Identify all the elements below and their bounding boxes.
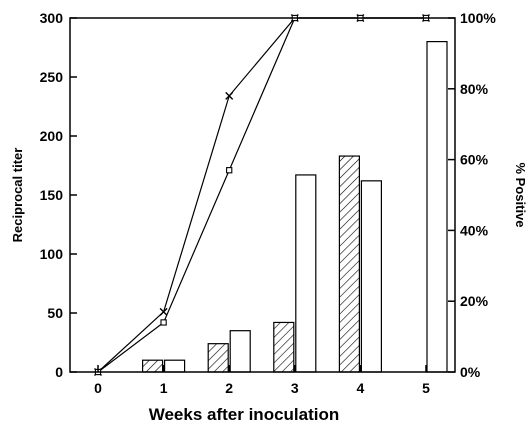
- y-axis-left-title: Reciprocal titer: [10, 148, 25, 243]
- bars-group: [142, 40, 448, 373]
- y-left-tick-label-150: 150: [40, 187, 64, 203]
- x-tick-label-4: 4: [357, 380, 365, 396]
- plot-frame: [69, 17, 456, 373]
- bar-open-week-5: [426, 40, 448, 373]
- y-right-tick-label-0: 0%: [460, 364, 481, 380]
- x-tick-label-3: 3: [291, 380, 299, 396]
- bar-open-week-2: [229, 330, 251, 373]
- bar-open-week-4: [360, 180, 382, 373]
- y-right-tick-label-20: 20%: [460, 293, 489, 309]
- bar-hatched-week-3: [273, 321, 295, 373]
- point-x-week-1: [159, 307, 168, 316]
- y-right-tick-label-80: 80%: [460, 81, 489, 97]
- x-axis-title: Weeks after inoculation: [149, 405, 340, 424]
- x-tick-label-2: 2: [225, 380, 233, 396]
- ticks-group: [70, 17, 455, 373]
- y-left-tick-label-0: 0: [55, 364, 63, 380]
- bar-open-week-3: [295, 174, 317, 373]
- y-left-tick-label-50: 50: [47, 305, 63, 321]
- point-x-week-2: [225, 91, 234, 100]
- y-left-tick-label-300: 300: [40, 10, 64, 26]
- y-right-tick-label-40: 40%: [460, 222, 489, 238]
- y-right-tick-label-60: 60%: [460, 152, 489, 168]
- bar-hatched-week-2: [207, 343, 229, 373]
- y-axis-right-title: % Positive: [513, 162, 528, 227]
- y-left-tick-label-250: 250: [40, 69, 64, 85]
- tick-labels-group: 0 50 100 150 200 250 300 0% 20% 40% 60% 80% 100% 0 1 2 3…: [40, 10, 497, 396]
- point-square-week-2: [226, 167, 233, 174]
- bar-open-week-1: [164, 359, 186, 373]
- y-left-tick-label-100: 100: [40, 246, 64, 262]
- bar-hatched-week-4: [338, 155, 360, 373]
- x-tick-label-0: 0: [94, 380, 102, 396]
- x-tick-label-5: 5: [422, 380, 430, 396]
- y-left-tick-label-200: 200: [40, 128, 64, 144]
- point-square-week-1: [160, 319, 167, 326]
- y-right-tick-label-100: 100%: [460, 10, 496, 26]
- x-tick-label-1: 1: [160, 380, 168, 396]
- bar-hatched-week-1: [142, 359, 164, 373]
